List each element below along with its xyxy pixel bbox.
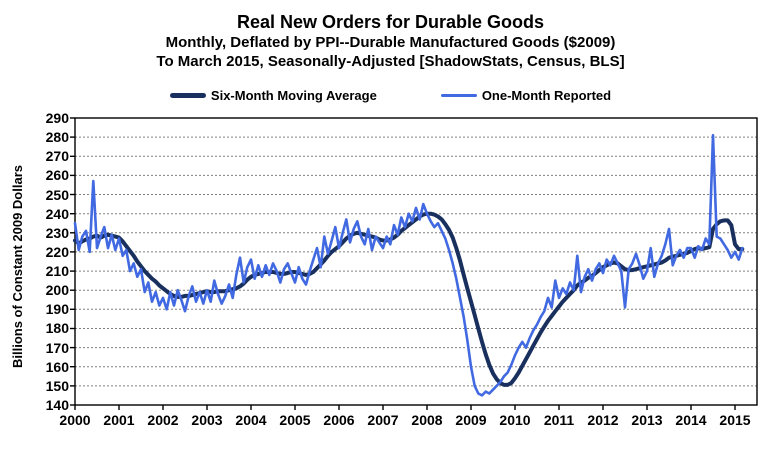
plot-border (74, 117, 758, 406)
chart-header: Real New Orders for Durable Goods Monthl… (0, 11, 781, 71)
y-tick-label: 170 (45, 339, 69, 356)
y-tick-label: 180 (45, 320, 69, 337)
six-month-moving-average-line (73, 211, 745, 387)
y-tick-label: 280 (45, 129, 69, 146)
y-tick-label: 250 (45, 186, 69, 203)
y-tick-label: 190 (45, 301, 69, 318)
x-tick-label: 2008 (411, 412, 443, 428)
x-tick-label: 2005 (279, 412, 311, 428)
x-tick-label: 2002 (147, 412, 179, 428)
y-tick-label: 140 (45, 397, 69, 413)
x-tick-label: 2010 (499, 412, 531, 428)
one-month-reported-line (73, 133, 744, 397)
x-tick-label: 2007 (367, 412, 399, 428)
y-tick-label: 220 (45, 243, 69, 260)
x-tick-label: 2015 (719, 412, 751, 428)
x-tick-label: 2009 (455, 412, 487, 428)
six-month-line-swatch-icon (169, 93, 206, 98)
y-tick-label: 260 (45, 167, 69, 184)
x-tick-label: 2006 (323, 412, 355, 428)
chart-title: Real New Orders for Durable Goods (236, 12, 545, 32)
x-tick-label: 2000 (59, 412, 91, 428)
chart-subtitle-line1: Monthly, Deflated by PPI--Durable Manufa… (165, 34, 616, 51)
y-tick-label: 210 (45, 263, 69, 280)
legend-item-one-month-reported: One-Month Reported (440, 88, 612, 103)
y-tick-label: 240 (45, 205, 69, 222)
legend-label-one-month-reported: One-Month Reported (481, 88, 612, 103)
y-tick-label: 200 (45, 282, 69, 299)
y-tick-label: 290 (45, 110, 69, 126)
x-tick-label: 2004 (235, 412, 267, 428)
x-tick-label: 2003 (191, 412, 223, 428)
x-tick-label: 2014 (675, 412, 707, 428)
legend-item-six-month-moving-average: Six-Month Moving Average (169, 88, 377, 103)
chart-subtitle-line2: To March 2015, Seasonally-Adjusted [Shad… (156, 53, 625, 70)
y-tick-label: 160 (45, 358, 69, 375)
y-tick-label: 270 (45, 148, 69, 165)
x-tick-label: 2012 (587, 412, 619, 428)
x-tick-label: 2001 (103, 412, 135, 428)
legend-label-six-month-moving-average: Six-Month Moving Average (210, 88, 377, 103)
x-tick-label: 2013 (631, 412, 663, 428)
x-tick-label: 2011 (543, 412, 575, 428)
legend: Six-Month Moving Average One-Month Repor… (0, 88, 781, 103)
one-month-line-swatch-icon (440, 94, 477, 97)
y-tick-label: 150 (45, 377, 69, 394)
y-tick-label: 230 (45, 224, 69, 241)
